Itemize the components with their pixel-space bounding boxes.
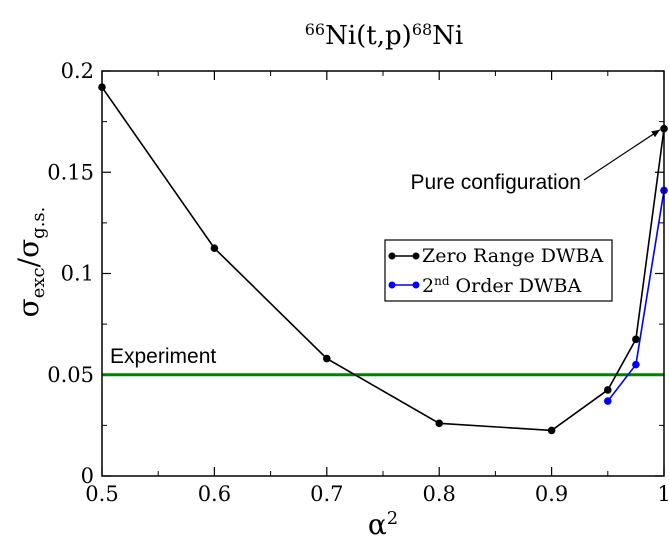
- series-line-0: [101, 86, 665, 432]
- legend-label-second-order-post: Order DWBA: [450, 275, 582, 297]
- title-sup-mid: 68: [412, 20, 432, 39]
- x-axis-label: α2: [368, 508, 398, 542]
- legend-marker-second-order: [388, 281, 396, 289]
- legend: Zero Range DWBA 2nd Order DWBA: [384, 239, 613, 302]
- data-point: [323, 354, 331, 363]
- data-point: [210, 244, 219, 252]
- plot-frame: [101, 70, 665, 477]
- ylabel-slash: /σ: [12, 239, 45, 268]
- annotation-arrow-head: [651, 129, 660, 138]
- data-point: [604, 397, 612, 405]
- x-tick-label: 0.6: [198, 482, 231, 506]
- x-tick-label: 0.8: [422, 482, 455, 506]
- annotation-arrow: [583, 129, 661, 181]
- legend-box: [384, 239, 613, 302]
- plot-series: [98, 83, 668, 435]
- legend-label-second-order-sup: nd: [434, 274, 450, 288]
- axis-ticks: 0.5 0.6 0.7 0.8 0.9 1 0 0.05 0.1 0.15 0.2: [47, 59, 669, 506]
- legend-marker-zero-range: [412, 252, 420, 260]
- data-point: [632, 360, 640, 369]
- legend-label-second-order-pre: 2: [422, 275, 434, 297]
- legend-label-zero-range: Zero Range DWBA: [422, 245, 603, 267]
- x-tick-label: 1: [657, 482, 669, 506]
- title-sup-left: 66: [305, 20, 325, 39]
- series-line-1: [607, 190, 665, 402]
- ylabel-num-sub: exc: [28, 267, 49, 298]
- title-base: Ni(t,p): [325, 21, 412, 51]
- y-tick-label: 0.1: [61, 262, 94, 286]
- y-tick-label: 0.15: [47, 160, 94, 184]
- data-point: [604, 386, 612, 394]
- experiment-reference: Experiment: [102, 345, 664, 377]
- y-tick-label: 0.2: [61, 59, 94, 83]
- experiment-label: Experiment: [110, 345, 216, 368]
- data-point: [547, 426, 556, 435]
- x-tick-label: 0.7: [310, 482, 343, 506]
- data-point: [435, 419, 444, 428]
- legend-label-second-order: 2nd Order DWBA: [422, 274, 581, 297]
- legend-marker-second-order: [412, 281, 420, 289]
- ylabel-den-sub: g.s.: [28, 207, 49, 239]
- legend-marker-zero-range: [388, 252, 396, 260]
- y-tick-label: 0.05: [47, 363, 94, 387]
- xlabel-sup: 2: [387, 508, 398, 529]
- y-tick-label: 0: [81, 464, 94, 488]
- annotation-arrow-shaft: [583, 129, 661, 181]
- data-point: [632, 335, 640, 344]
- annotation-pure-configuration: Pure configuration: [411, 171, 581, 194]
- y-axis-label: σexc/σg.s.: [12, 207, 49, 318]
- title-tail: Ni: [432, 21, 463, 51]
- ylabel-num: σ: [12, 298, 45, 317]
- x-tick-label: 0.9: [535, 482, 568, 506]
- xlabel-base: α: [368, 508, 387, 541]
- chart-title: 66Ni(t,p)68Ni: [305, 20, 464, 52]
- x-tick-label: 0.5: [85, 482, 118, 506]
